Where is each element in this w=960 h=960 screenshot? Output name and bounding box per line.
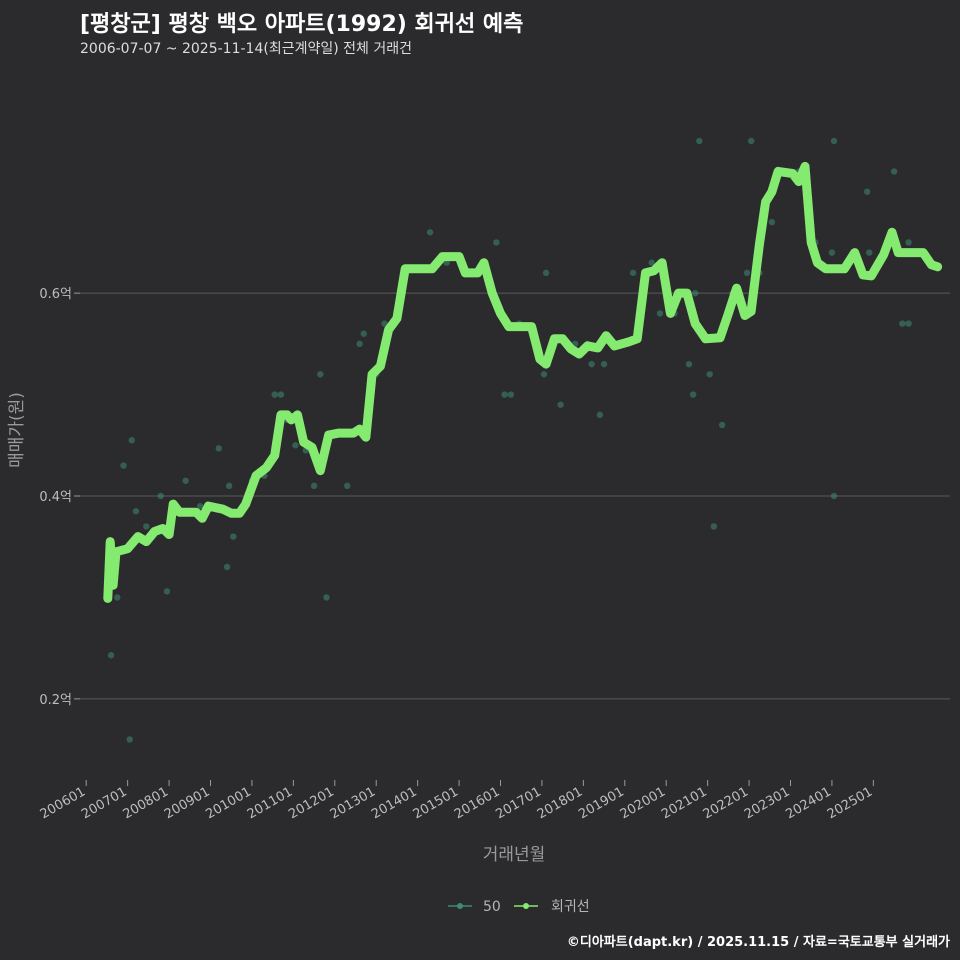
data-point-74: [890, 168, 898, 175]
x-tick-label-19: 202501: [825, 784, 875, 822]
regression-curve-group: [103, 161, 943, 603]
data-point-43: [557, 401, 564, 408]
data-point-14: [225, 482, 233, 490]
data-point-46: [588, 360, 595, 368]
data-point-29: [360, 330, 367, 337]
x-tick-label-9: 201501: [411, 784, 461, 822]
data-point-15: [230, 533, 237, 540]
data-point-75: [899, 320, 906, 327]
x-tick-label-14: 202001: [618, 784, 668, 822]
y-axis-ticks: 0.2억 0.4억 0.6억: [39, 287, 80, 708]
data-point-34: [443, 259, 450, 266]
data-point-63: [747, 137, 755, 145]
x-tick-label-6: 201201: [286, 784, 336, 822]
x-tick-label-1: 200701: [79, 784, 129, 822]
data-point-60: [718, 421, 726, 429]
data-point-27: [344, 482, 351, 490]
data-point-58: [706, 371, 713, 378]
data-point-21: [292, 442, 299, 449]
data-point-42: [542, 269, 550, 277]
data-point-48: [600, 360, 608, 368]
legend-regression-label: 회귀선: [551, 899, 590, 915]
y-tick-label-1: 0.4억: [39, 490, 72, 505]
data-point-71: [830, 492, 838, 500]
data-point-36: [493, 239, 500, 246]
data-point-50: [629, 269, 637, 277]
data-point-31: [381, 320, 388, 327]
legend-50-marker: [457, 903, 463, 909]
data-point-52: [656, 310, 664, 317]
data-point-0: [107, 652, 115, 659]
data-point-1: [114, 594, 121, 601]
data-point-12: [215, 445, 222, 452]
regression-curve: [103, 161, 943, 603]
x-tick-label-15: 202101: [659, 784, 709, 822]
x-tick-label-12: 201801: [535, 784, 585, 822]
data-point-33: [426, 229, 434, 236]
x-axis-label: 거래년월: [483, 845, 546, 865]
data-point-55: [689, 391, 697, 398]
data-point-3: [126, 736, 133, 743]
x-tick-label-17: 202301: [742, 784, 792, 822]
x-tick-label-18: 202401: [783, 784, 833, 822]
data-point-59: [710, 523, 718, 530]
data-point-70: [830, 137, 838, 145]
data-point-56: [692, 289, 699, 297]
source-caption: ©디아파트(dapt.kr) / 2025.11.15 / 자료=국토교통부 실…: [566, 935, 950, 950]
data-point-73: [866, 249, 873, 256]
data-point-25: [323, 594, 330, 601]
legend-regression-marker: [523, 903, 529, 909]
x-tick-label-0: 200601: [38, 784, 88, 822]
data-point-2: [120, 462, 127, 469]
data-point-13: [223, 563, 231, 571]
x-tick-label-5: 201101: [245, 784, 295, 822]
data-point-51: [648, 259, 655, 266]
x-tick-label-8: 201401: [369, 784, 419, 822]
x-axis-ticks: 2006012007012008012009012010012011012012…: [38, 780, 875, 822]
data-point-77: [905, 239, 912, 246]
y-axis-label: 매매가(원): [7, 392, 27, 468]
data-point-18: [271, 391, 278, 398]
data-point-10: [182, 477, 189, 484]
data-point-5: [132, 508, 140, 515]
data-point-38: [507, 391, 515, 398]
x-tick-label-7: 201301: [328, 784, 378, 822]
data-point-19: [277, 391, 285, 398]
x-tick-label-4: 201001: [203, 784, 253, 822]
data-point-65: [768, 218, 776, 226]
grid-lines: [80, 292, 950, 700]
data-point-24: [317, 371, 324, 378]
chart-subtitle: 2006-07-07 ~ 2025-11-14(최근계약일) 전체 거래건: [80, 41, 412, 57]
legend: 50 회귀선: [448, 899, 590, 915]
data-point-57: [696, 137, 703, 145]
data-point-37: [501, 391, 508, 398]
data-point-76: [905, 320, 912, 327]
x-tick-label-13: 201901: [576, 784, 626, 822]
x-tick-label-10: 201601: [452, 784, 502, 822]
data-point-69: [828, 249, 836, 256]
data-point-23: [310, 482, 318, 490]
x-tick-label-2: 200801: [121, 784, 171, 822]
y-tick-label-2: 0.6억: [39, 287, 72, 302]
x-tick-label-16: 202201: [701, 784, 751, 822]
data-point-41: [540, 371, 548, 378]
data-point-11: [196, 502, 204, 510]
scatter-points: [107, 137, 912, 743]
data-point-9: [163, 588, 171, 595]
x-tick-label-3: 200901: [162, 784, 212, 822]
data-point-62: [743, 269, 751, 277]
data-point-47: [596, 411, 604, 419]
data-point-8: [157, 492, 164, 500]
chart-title: [평창군] 평창 백오 아파트(1992) 회귀선 예측: [80, 12, 524, 37]
data-point-6: [143, 523, 150, 530]
data-point-28: [356, 340, 363, 348]
data-point-4: [128, 437, 135, 444]
data-point-72: [863, 188, 871, 195]
x-tick-label-11: 201701: [493, 784, 543, 822]
y-tick-label-0: 0.2억: [39, 693, 72, 708]
data-point-54: [685, 360, 693, 368]
legend-50-label: 50: [483, 899, 501, 915]
